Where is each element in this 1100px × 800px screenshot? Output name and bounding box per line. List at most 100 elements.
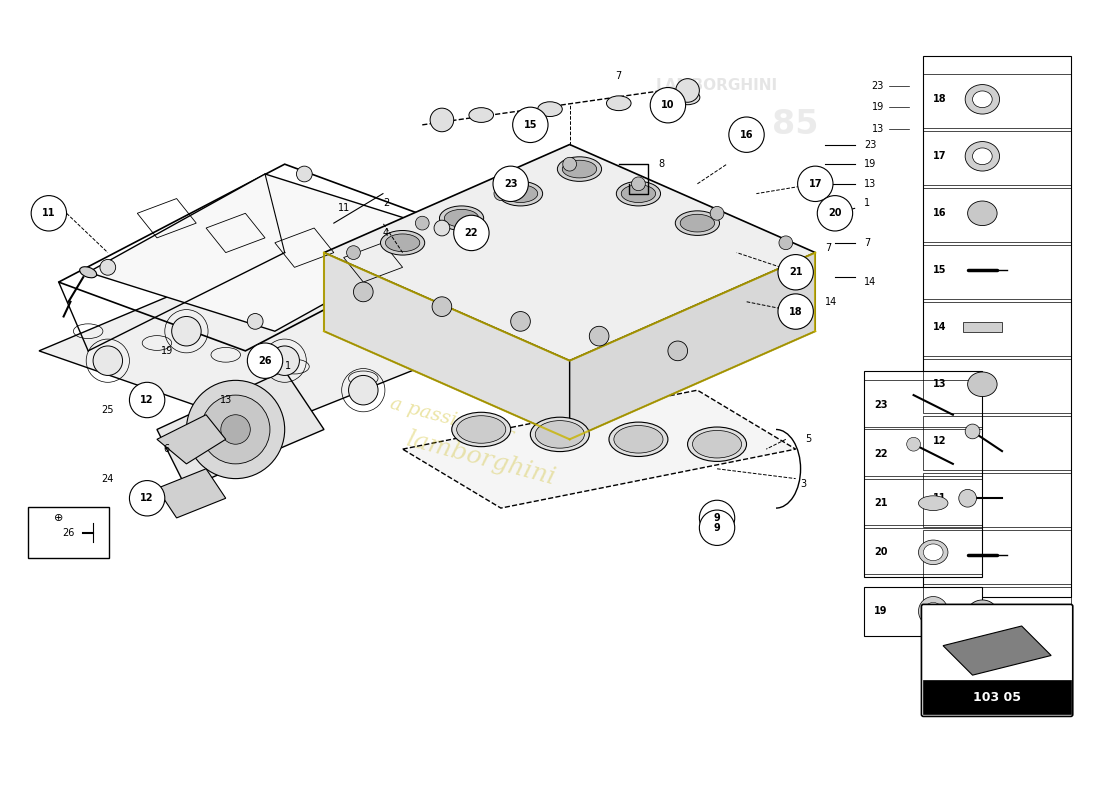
Text: 9: 9 [933,607,940,618]
Text: 17: 17 [933,151,947,162]
Ellipse shape [444,210,478,227]
Text: 23: 23 [865,139,877,150]
Circle shape [700,500,735,536]
Circle shape [817,196,852,231]
Text: 1: 1 [865,198,870,209]
Ellipse shape [558,157,602,182]
Ellipse shape [385,234,420,252]
Text: 26: 26 [258,356,272,366]
Circle shape [248,314,263,330]
Circle shape [270,346,299,375]
Ellipse shape [972,91,992,108]
Ellipse shape [965,424,980,439]
Text: lamborghini: lamborghini [404,428,559,490]
Bar [923,530,1070,584]
Circle shape [432,297,452,317]
Polygon shape [157,414,226,464]
Circle shape [430,108,453,132]
Circle shape [31,196,66,231]
Text: 14: 14 [933,322,947,332]
Ellipse shape [968,600,997,625]
Ellipse shape [968,201,997,226]
Circle shape [778,294,813,330]
Ellipse shape [680,214,715,232]
Circle shape [711,206,724,220]
Text: 21: 21 [874,498,888,508]
Text: 2: 2 [383,198,389,209]
Ellipse shape [562,160,596,178]
Text: 1: 1 [285,361,290,370]
Bar [923,473,1070,526]
FancyBboxPatch shape [865,370,982,577]
Ellipse shape [440,206,484,230]
Text: 10: 10 [933,550,947,560]
Text: 19: 19 [874,606,888,616]
Polygon shape [324,145,815,361]
Text: a passion for: a passion for [388,394,516,445]
Circle shape [349,375,378,405]
Circle shape [729,117,764,152]
FancyBboxPatch shape [922,604,1072,717]
Text: ⊕: ⊕ [54,513,64,523]
Circle shape [353,282,373,302]
Circle shape [100,259,116,275]
Text: 22: 22 [874,449,888,459]
Text: 9: 9 [714,522,720,533]
Circle shape [700,510,735,546]
Ellipse shape [606,96,631,110]
FancyBboxPatch shape [29,507,109,558]
Polygon shape [403,390,795,508]
Text: 15: 15 [524,120,537,130]
Text: 26: 26 [63,528,75,538]
Text: 12: 12 [141,395,154,405]
Text: 16: 16 [933,208,947,218]
Circle shape [186,380,285,478]
Ellipse shape [498,182,542,206]
Bar [865,528,982,574]
Text: 5: 5 [805,434,812,444]
Circle shape [906,438,921,451]
Bar [865,430,982,476]
Circle shape [675,78,700,102]
Ellipse shape [918,540,948,565]
Circle shape [94,346,122,375]
Circle shape [510,311,530,331]
Text: 19: 19 [865,159,877,169]
Text: 21: 21 [789,267,802,278]
Text: 23: 23 [874,400,888,410]
Circle shape [494,186,508,201]
Text: 11: 11 [338,203,350,214]
Text: 11: 11 [42,208,56,218]
Circle shape [453,215,490,250]
Circle shape [201,395,270,464]
Text: 11: 11 [933,494,947,503]
Ellipse shape [538,102,562,117]
Ellipse shape [923,544,943,561]
Ellipse shape [693,430,741,458]
Bar [923,74,1070,128]
Text: 12: 12 [933,436,947,446]
Circle shape [650,87,685,123]
Text: 17: 17 [808,179,822,189]
Text: 13: 13 [865,179,877,189]
Ellipse shape [469,108,494,122]
Bar [923,302,1070,356]
Ellipse shape [688,427,747,462]
Ellipse shape [965,85,1000,114]
FancyBboxPatch shape [923,680,1070,714]
Ellipse shape [621,185,656,202]
Text: 7: 7 [825,242,832,253]
Text: 85: 85 [772,108,818,142]
Circle shape [416,216,429,230]
Polygon shape [157,370,324,489]
Ellipse shape [924,602,942,620]
Polygon shape [88,174,452,331]
Text: 14: 14 [825,297,837,306]
Polygon shape [570,253,815,439]
Text: LAMBORGHINI: LAMBORGHINI [656,78,778,93]
Ellipse shape [675,90,700,105]
Bar [962,322,1002,332]
Ellipse shape [972,148,992,165]
Polygon shape [324,253,570,439]
Bar [923,130,1070,185]
